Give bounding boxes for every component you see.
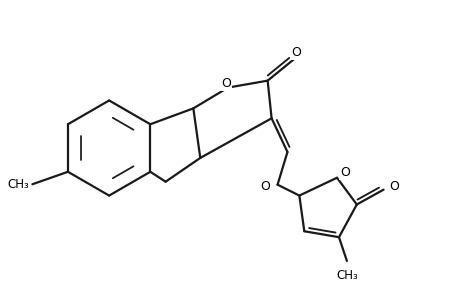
Text: O: O bbox=[389, 180, 398, 193]
Text: CH₃: CH₃ bbox=[336, 269, 357, 282]
Text: O: O bbox=[339, 166, 349, 179]
Text: O: O bbox=[291, 46, 301, 59]
Text: CH₃: CH₃ bbox=[8, 178, 29, 191]
Text: O: O bbox=[221, 77, 230, 90]
Text: O: O bbox=[259, 180, 269, 193]
